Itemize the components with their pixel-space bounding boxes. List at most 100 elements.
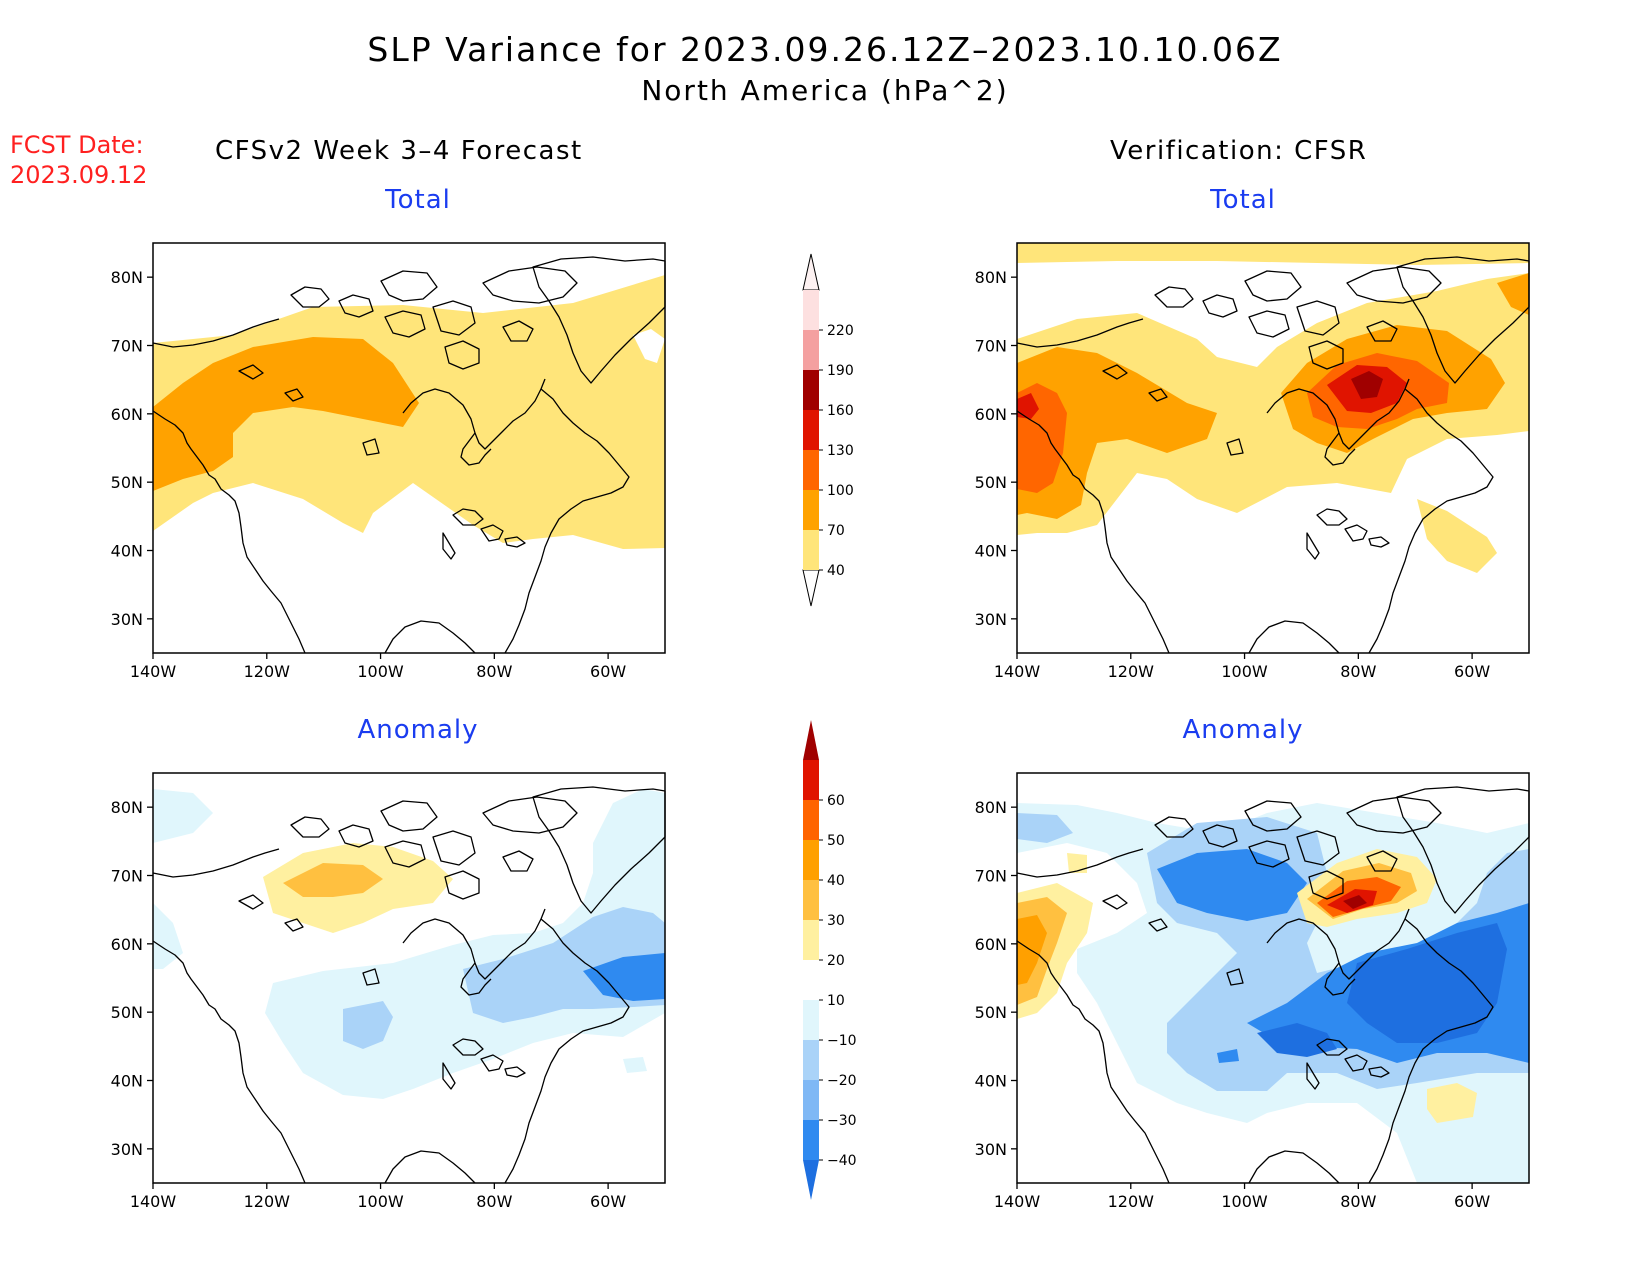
fcst-date-value: 2023.09.12 (10, 161, 148, 189)
anomaly-colorbar-label: −10 (827, 1033, 857, 1049)
anomaly-colorbar-label: 60 (827, 793, 845, 809)
verification-anomaly-lat-label: 50N (975, 1003, 1007, 1022)
forecast-anomaly-lat-label: 40N (111, 1072, 143, 1091)
total-colorbar-swatch (803, 330, 819, 370)
axes-layer: 80N 70N 60N 50N 40N 30N 140W 120W 100W 80W 60W 80N 7… (111, 268, 1491, 1211)
anomaly-colorbar-swatch (803, 1120, 819, 1160)
verification-total-map (1016, 242, 1530, 654)
verification-total-lat-label: 40N (975, 542, 1007, 561)
total-colorbar-label: 40 (827, 563, 845, 579)
forecast-total-title: Total (385, 185, 451, 215)
forecast-anomaly-lat-label: 60N (111, 935, 143, 954)
verification-total-lat-label: 80N (975, 268, 1007, 287)
verification-total-lon-label: 120W (1108, 662, 1155, 681)
forecast-total-lon-label: 120W (244, 662, 291, 681)
forecast-total-lat-label: 30N (111, 610, 143, 629)
forecast-total-lon-label: 80W (476, 662, 512, 681)
verification-total-lat-label: 70N (975, 337, 1007, 356)
forecast-anomaly-lon-label: 100W (357, 1192, 404, 1211)
verification-anomaly-lon-label: 100W (1221, 1192, 1268, 1211)
verification-anomaly-lon-label: 60W (1454, 1192, 1490, 1211)
anomaly-colorbar-label: −30 (827, 1113, 857, 1129)
anomaly-colorbar-swatch (803, 1080, 819, 1120)
verification-total-lon-label: 60W (1454, 662, 1490, 681)
anomaly-colorbar-swatch (803, 800, 819, 840)
fcst-date-label: FCST Date: (10, 131, 144, 159)
verification-anomaly-map (1016, 772, 1530, 1184)
total-colorbar-swatch (803, 530, 819, 570)
verification-anomaly-lat-label: 60N (975, 935, 1007, 954)
anomaly-colorbar-swatch (803, 760, 819, 800)
forecast-total-lon-label: 60W (590, 662, 626, 681)
anomaly-colorbar-label: 30 (827, 913, 845, 929)
forecast-total-lat-label: 60N (111, 405, 143, 424)
total-colorbar-label: 130 (827, 443, 854, 459)
forecast-total-lon-label: 100W (357, 662, 404, 681)
anomaly-colorbar-max-arrow (803, 720, 819, 760)
total-colorbar-label: 220 (827, 323, 854, 339)
verification-anomaly-lon-label: 140W (994, 1192, 1041, 1211)
verification-anomaly-lon-label: 80W (1340, 1192, 1376, 1211)
verification-total-lon-label: 100W (1221, 662, 1268, 681)
forecast-anomaly-lat-label: 50N (111, 1003, 143, 1022)
verification-heading: Verification: CFSR (1110, 136, 1368, 166)
verification-total-title: Total (1210, 185, 1276, 215)
forecast-anomaly-lon-label: 60W (590, 1192, 626, 1211)
total-colorbar-label: 160 (827, 403, 854, 419)
total-colorbar-max-arrow (802, 253, 820, 291)
forecast-total-lon-label: 140W (130, 662, 177, 681)
total-colorbar-swatch (803, 410, 819, 450)
forecast-anomaly-lat-label: 70N (111, 867, 143, 886)
verification-anomaly-lat-label: 80N (975, 798, 1007, 817)
anomaly-colorbar-swatch (803, 960, 819, 1000)
anomaly-colorbar-swatch (803, 1040, 819, 1080)
forecast-heading: CFSv2 Week 3–4 Forecast (215, 136, 583, 166)
forecast-anomaly-lat-label: 30N (111, 1140, 143, 1159)
verification-total-lat-label: 50N (975, 473, 1007, 492)
forecast-anomaly-lon-label: 140W (130, 1192, 177, 1211)
anomaly-colorbar-label: −20 (827, 1073, 857, 1089)
verification-total-lon-label: 140W (994, 662, 1041, 681)
forecast-total-lat-label: 70N (111, 337, 143, 356)
total-colorbar-label: 100 (827, 483, 854, 499)
verification-anomaly-lon-label: 120W (1108, 1192, 1155, 1211)
anomaly-colorbar-label: 40 (827, 873, 845, 889)
anomaly-colorbar-label: −40 (827, 1153, 857, 1169)
verification-anomaly-lat-label: 70N (975, 867, 1007, 886)
total-colorbar-min-arrow (802, 569, 820, 607)
anomaly-colorbar-swatch (803, 840, 819, 880)
anomaly-colorbar-label: 20 (827, 953, 845, 969)
forecast-anomaly-map (152, 772, 666, 1184)
forecast-total-lat-label: 50N (111, 473, 143, 492)
anomaly-colorbar-swatch (803, 1000, 819, 1040)
anomaly-colorbar-label: 50 (827, 833, 845, 849)
verification-anomaly-title: Anomaly (1182, 715, 1304, 745)
forecast-anomaly-lon-label: 120W (244, 1192, 291, 1211)
total-colorbar: 40 70 100 130 160 190 220 (802, 253, 854, 607)
forecast-anomaly-title: Anomaly (357, 715, 479, 745)
anomaly-colorbar: −40 −30 −20 −10 10 20 30 40 50 60 (803, 720, 857, 1200)
total-colorbar-label: 190 (827, 363, 854, 379)
main-title: SLP Variance for 2023.09.26.12Z–2023.10.… (367, 30, 1283, 69)
total-colorbar-label: 70 (827, 523, 845, 539)
total-colorbar-swatch (803, 290, 819, 330)
total-colorbar-swatch (803, 450, 819, 490)
verification-total-lat-label: 30N (975, 610, 1007, 629)
verification-anomaly-lat-label: 30N (975, 1140, 1007, 1159)
anomaly-colorbar-swatch (803, 880, 819, 920)
forecast-total-map (152, 242, 666, 654)
total-colorbar-swatch (803, 370, 819, 410)
subtitle: North America (hPa^2) (641, 74, 1009, 107)
verification-total-lon-label: 80W (1340, 662, 1376, 681)
forecast-total-lat-label: 80N (111, 268, 143, 287)
anomaly-colorbar-label: 10 (827, 993, 845, 1009)
forecast-total-lat-label: 40N (111, 542, 143, 561)
verification-anomaly-lat-label: 40N (975, 1072, 1007, 1091)
anomaly-colorbar-swatch (803, 920, 819, 960)
anomaly-colorbar-min-arrow (803, 1160, 819, 1200)
total-colorbar-swatch (803, 490, 819, 530)
verification-total-lat-label: 60N (975, 405, 1007, 424)
forecast-anomaly-lat-label: 80N (111, 798, 143, 817)
forecast-anomaly-lon-label: 80W (476, 1192, 512, 1211)
